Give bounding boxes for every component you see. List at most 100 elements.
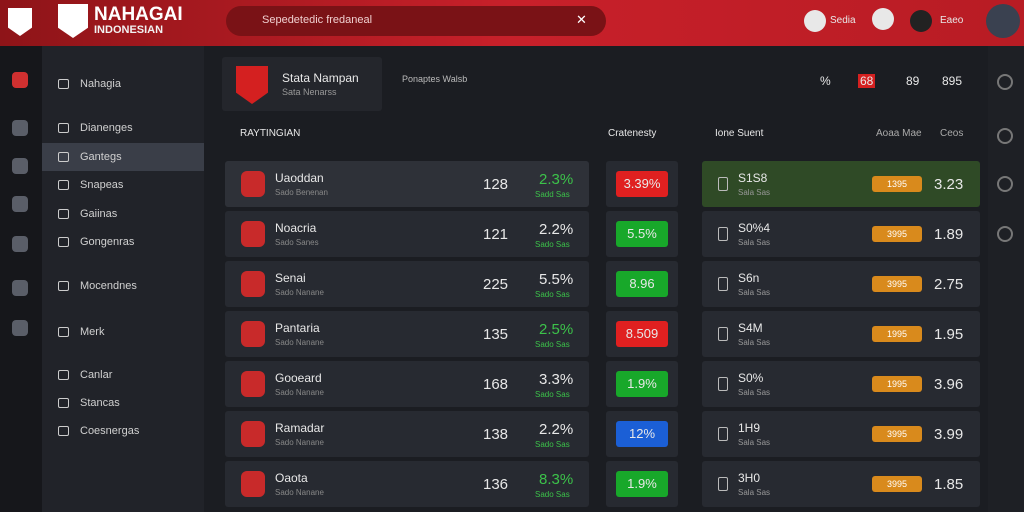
rail-icon[interactable] <box>12 196 28 212</box>
rail-icon[interactable] <box>12 120 28 136</box>
odds-code-sub: Sala Sas <box>738 438 771 447</box>
sidebar-item[interactable]: Coesnergas <box>42 417 204 445</box>
odds-chip[interactable]: 1995 <box>872 326 922 342</box>
odds-chip[interactable]: 3995 <box>872 226 922 242</box>
odds-code: 3H0 <box>738 471 761 485</box>
user-item[interactable]: Eaeo <box>940 15 964 26</box>
team-number: 128 <box>483 176 509 193</box>
badge-cell: 12% <box>606 411 678 457</box>
team-sub: Sado Nanane <box>275 438 324 447</box>
badge[interactable]: 12% <box>616 421 668 447</box>
badge[interactable]: 1.9% <box>616 471 668 497</box>
match-card[interactable]: Stata Nampan Sata Nenarss <box>222 57 382 111</box>
odds-row[interactable]: 3H0 Sala Sas 3995 1.85 <box>702 461 980 507</box>
odds-chip[interactable]: 1395 <box>872 176 922 192</box>
team-row[interactable]: Senai Sado Nanane 225 5.5% Sado Sas <box>225 261 589 307</box>
odds-chip[interactable]: 1995 <box>872 376 922 392</box>
rail-icon[interactable] <box>12 320 28 336</box>
team-sub: Sado Nanane <box>275 388 324 397</box>
sidebar-item[interactable]: Merk <box>42 318 204 346</box>
badge[interactable]: 8.509 <box>616 321 668 347</box>
sidebar-item[interactable]: Nahagia <box>42 70 204 98</box>
rail-icon[interactable] <box>997 74 1013 90</box>
right-rail <box>988 46 1024 512</box>
team-row[interactable]: Ramadar Sado Nanane 138 2.2% Sado Sas <box>225 411 589 457</box>
sidebar-icon <box>58 281 69 291</box>
rail-icon[interactable] <box>12 280 28 296</box>
sidebar-item[interactable]: Gaiinas <box>42 200 204 228</box>
odds-row[interactable]: S6n Sala Sas 3995 2.75 <box>702 261 980 307</box>
odds-row[interactable]: S0% Sala Sas 1995 3.96 <box>702 361 980 407</box>
odds-value: 1.85 <box>934 476 964 493</box>
badge[interactable]: 8.96 <box>616 271 668 297</box>
sidebar-item[interactable]: Dianenges <box>42 114 204 142</box>
odds-value: 3.99 <box>934 426 964 443</box>
odds-row[interactable]: S4M Sala Sas 1995 1.95 <box>702 311 980 357</box>
team-sub: Sado Nanane <box>275 288 324 297</box>
team-percent-sub: Sado Sas <box>535 440 570 449</box>
badge[interactable]: 1.9% <box>616 371 668 397</box>
match-link[interactable]: Ponaptes Walsb <box>402 74 468 84</box>
team-sub: Sado Sanes <box>275 238 319 247</box>
rail-icon[interactable] <box>12 236 28 252</box>
odds-value: 3.23 <box>934 176 964 193</box>
team-row[interactable]: Uaoddan Sado Benenan 128 2.3% Sadd Sas <box>225 161 589 207</box>
odds-row[interactable]: S0%4 Sala Sas 3995 1.89 <box>702 211 980 257</box>
sidebar-item[interactable]: Gantegs <box>42 143 204 171</box>
odds-chip[interactable]: 3995 <box>872 476 922 492</box>
badge[interactable]: 5.5% <box>616 221 668 247</box>
team-percent-sub: Sado Sas <box>535 240 570 249</box>
odds-icon <box>718 477 728 491</box>
team-percent: 3.3% <box>539 371 574 388</box>
team-sub: Sado Nanane <box>275 338 324 347</box>
odds-row[interactable]: S1S8 Sala Sas 1395 3.23 <box>702 161 980 207</box>
sidebar-icon <box>58 237 69 247</box>
rail-icon[interactable] <box>12 72 28 88</box>
team-name: Ramadar <box>275 421 325 435</box>
user-avatar[interactable] <box>804 10 826 32</box>
badge-cell: 8.96 <box>606 261 678 307</box>
team-crest <box>241 421 265 447</box>
badge[interactable]: 3.39% <box>616 171 668 197</box>
sidebar-item[interactable]: Canlar <box>42 361 204 389</box>
team-name: Oaota <box>275 471 308 485</box>
team-name: Senai <box>275 271 306 285</box>
team-crest <box>241 471 265 497</box>
column-header: Cratenesty <box>608 128 657 139</box>
odds-chip[interactable]: 3995 <box>872 426 922 442</box>
rail-icon[interactable] <box>997 128 1013 144</box>
odds-row[interactable]: 1H9 Sala Sas 3995 3.99 <box>702 411 980 457</box>
team-row[interactable]: Gooeard Sado Nanane 168 3.3% Sado Sas <box>225 361 589 407</box>
rail-icon[interactable] <box>12 158 28 174</box>
sidebar-item[interactable]: Stancas <box>42 389 204 417</box>
user-avatar[interactable] <box>872 8 894 30</box>
sidebar-icon <box>58 327 69 337</box>
team-number: 135 <box>483 326 509 343</box>
odds-code-sub: Sala Sas <box>738 288 771 297</box>
icon-rail <box>0 46 42 512</box>
team-percent: 2.2% <box>539 221 574 238</box>
odds-chip[interactable]: 3995 <box>872 276 922 292</box>
sidebar-item[interactable]: Mocendnes <box>42 272 204 300</box>
odds-code-sub: Sala Sas <box>738 188 771 197</box>
rail-icon[interactable] <box>997 226 1013 242</box>
sidebar-item[interactable]: Gongenras <box>42 228 204 256</box>
search-box[interactable]: Sepedetedic fredaneal ✕ <box>226 6 606 36</box>
user-avatar[interactable] <box>910 10 932 32</box>
odds-value: 3.96 <box>934 376 964 393</box>
search-clear[interactable]: ✕ <box>576 12 587 27</box>
team-percent: 8.3% <box>539 471 574 488</box>
column-header: Ione Suent <box>715 128 764 139</box>
profile-button[interactable] <box>986 4 1020 38</box>
rail-icon[interactable] <box>997 176 1013 192</box>
team-row[interactable]: Noacria Sado Sanes 121 2.2% Sado Sas <box>225 211 589 257</box>
user-item[interactable]: Sedia <box>830 15 856 26</box>
team-row[interactable]: Oaota Sado Nanane 136 8.3% Sado Sas <box>225 461 589 507</box>
sidebar-icon <box>58 79 69 89</box>
team-row[interactable]: Pantaria Sado Nanane 135 2.5% Sado Sas <box>225 311 589 357</box>
sidebar-item[interactable]: Snapeas <box>42 171 204 199</box>
column-header: RAYTINGIAN <box>240 128 301 139</box>
column-header: Aoaa Mae <box>876 128 922 139</box>
odds-icon <box>718 177 728 191</box>
